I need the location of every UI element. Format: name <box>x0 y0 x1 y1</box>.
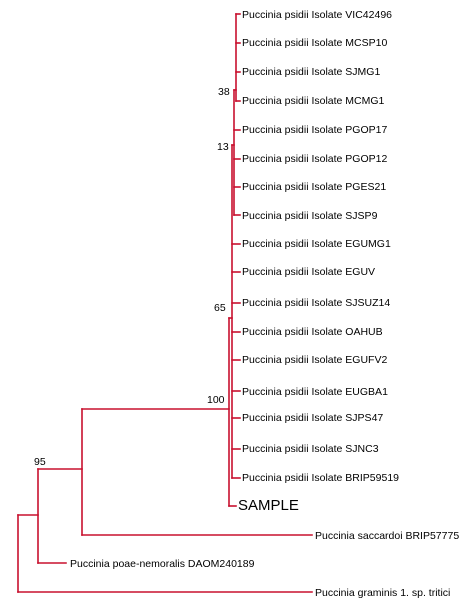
tip-label-pgop12: Puccinia psidii Isolate PGOP12 <box>242 153 387 165</box>
tip-label-sjsp9: Puccinia psidii Isolate SJSP9 <box>242 210 378 222</box>
tip-label-sjps47: Puccinia psidii Isolate SJPS47 <box>242 412 383 424</box>
bootstrap-value-100: 100 <box>207 394 225 406</box>
tip-label-sjnc3: Puccinia psidii Isolate SJNC3 <box>242 443 379 455</box>
bootstrap-values: 38 13 65 100 95 <box>34 86 230 468</box>
tip-label-sjsuz14: Puccinia psidii Isolate SJSUZ14 <box>242 297 390 309</box>
tip-label-mcsp10: Puccinia psidii Isolate MCSP10 <box>242 37 387 49</box>
tip-labels: Puccinia psidii Isolate VIC42496 Puccini… <box>70 9 459 599</box>
bootstrap-value-95: 95 <box>34 456 46 468</box>
bootstrap-value-38: 38 <box>218 86 230 98</box>
tip-label-egufv2: Puccinia psidii Isolate EGUFV2 <box>242 354 387 366</box>
tip-label-eguv: Puccinia psidii Isolate EGUV <box>242 266 375 278</box>
bootstrap-value-13: 13 <box>217 141 229 153</box>
tip-label-mcmg1: Puccinia psidii Isolate MCMG1 <box>242 95 385 107</box>
tip-label-sample: SAMPLE <box>238 497 299 514</box>
tip-label-graminis: Puccinia graminis 1. sp. tritici <box>315 587 450 599</box>
tip-label-oahub: Puccinia psidii Isolate OAHUB <box>242 326 383 338</box>
tree-branches <box>17 13 313 593</box>
tip-label-poae-nemoralis: Puccinia poae-nemoralis DAOM240189 <box>70 558 255 570</box>
tip-label-saccardoi: Puccinia saccardoi BRIP57775 <box>315 530 459 542</box>
bootstrap-value-65: 65 <box>214 302 226 314</box>
tip-label-sjmg1: Puccinia psidii Isolate SJMG1 <box>242 66 380 78</box>
tip-label-pgop17: Puccinia psidii Isolate PGOP17 <box>242 124 387 136</box>
tip-label-brip59519: Puccinia psidii Isolate BRIP59519 <box>242 472 399 484</box>
tip-label-pges21: Puccinia psidii Isolate PGES21 <box>242 181 386 193</box>
tip-label-egumg1: Puccinia psidii Isolate EGUMG1 <box>242 238 391 250</box>
tip-label-eugba1: Puccinia psidii Isolate EUGBA1 <box>242 386 388 398</box>
tip-label-vic42496: Puccinia psidii Isolate VIC42496 <box>242 9 392 21</box>
